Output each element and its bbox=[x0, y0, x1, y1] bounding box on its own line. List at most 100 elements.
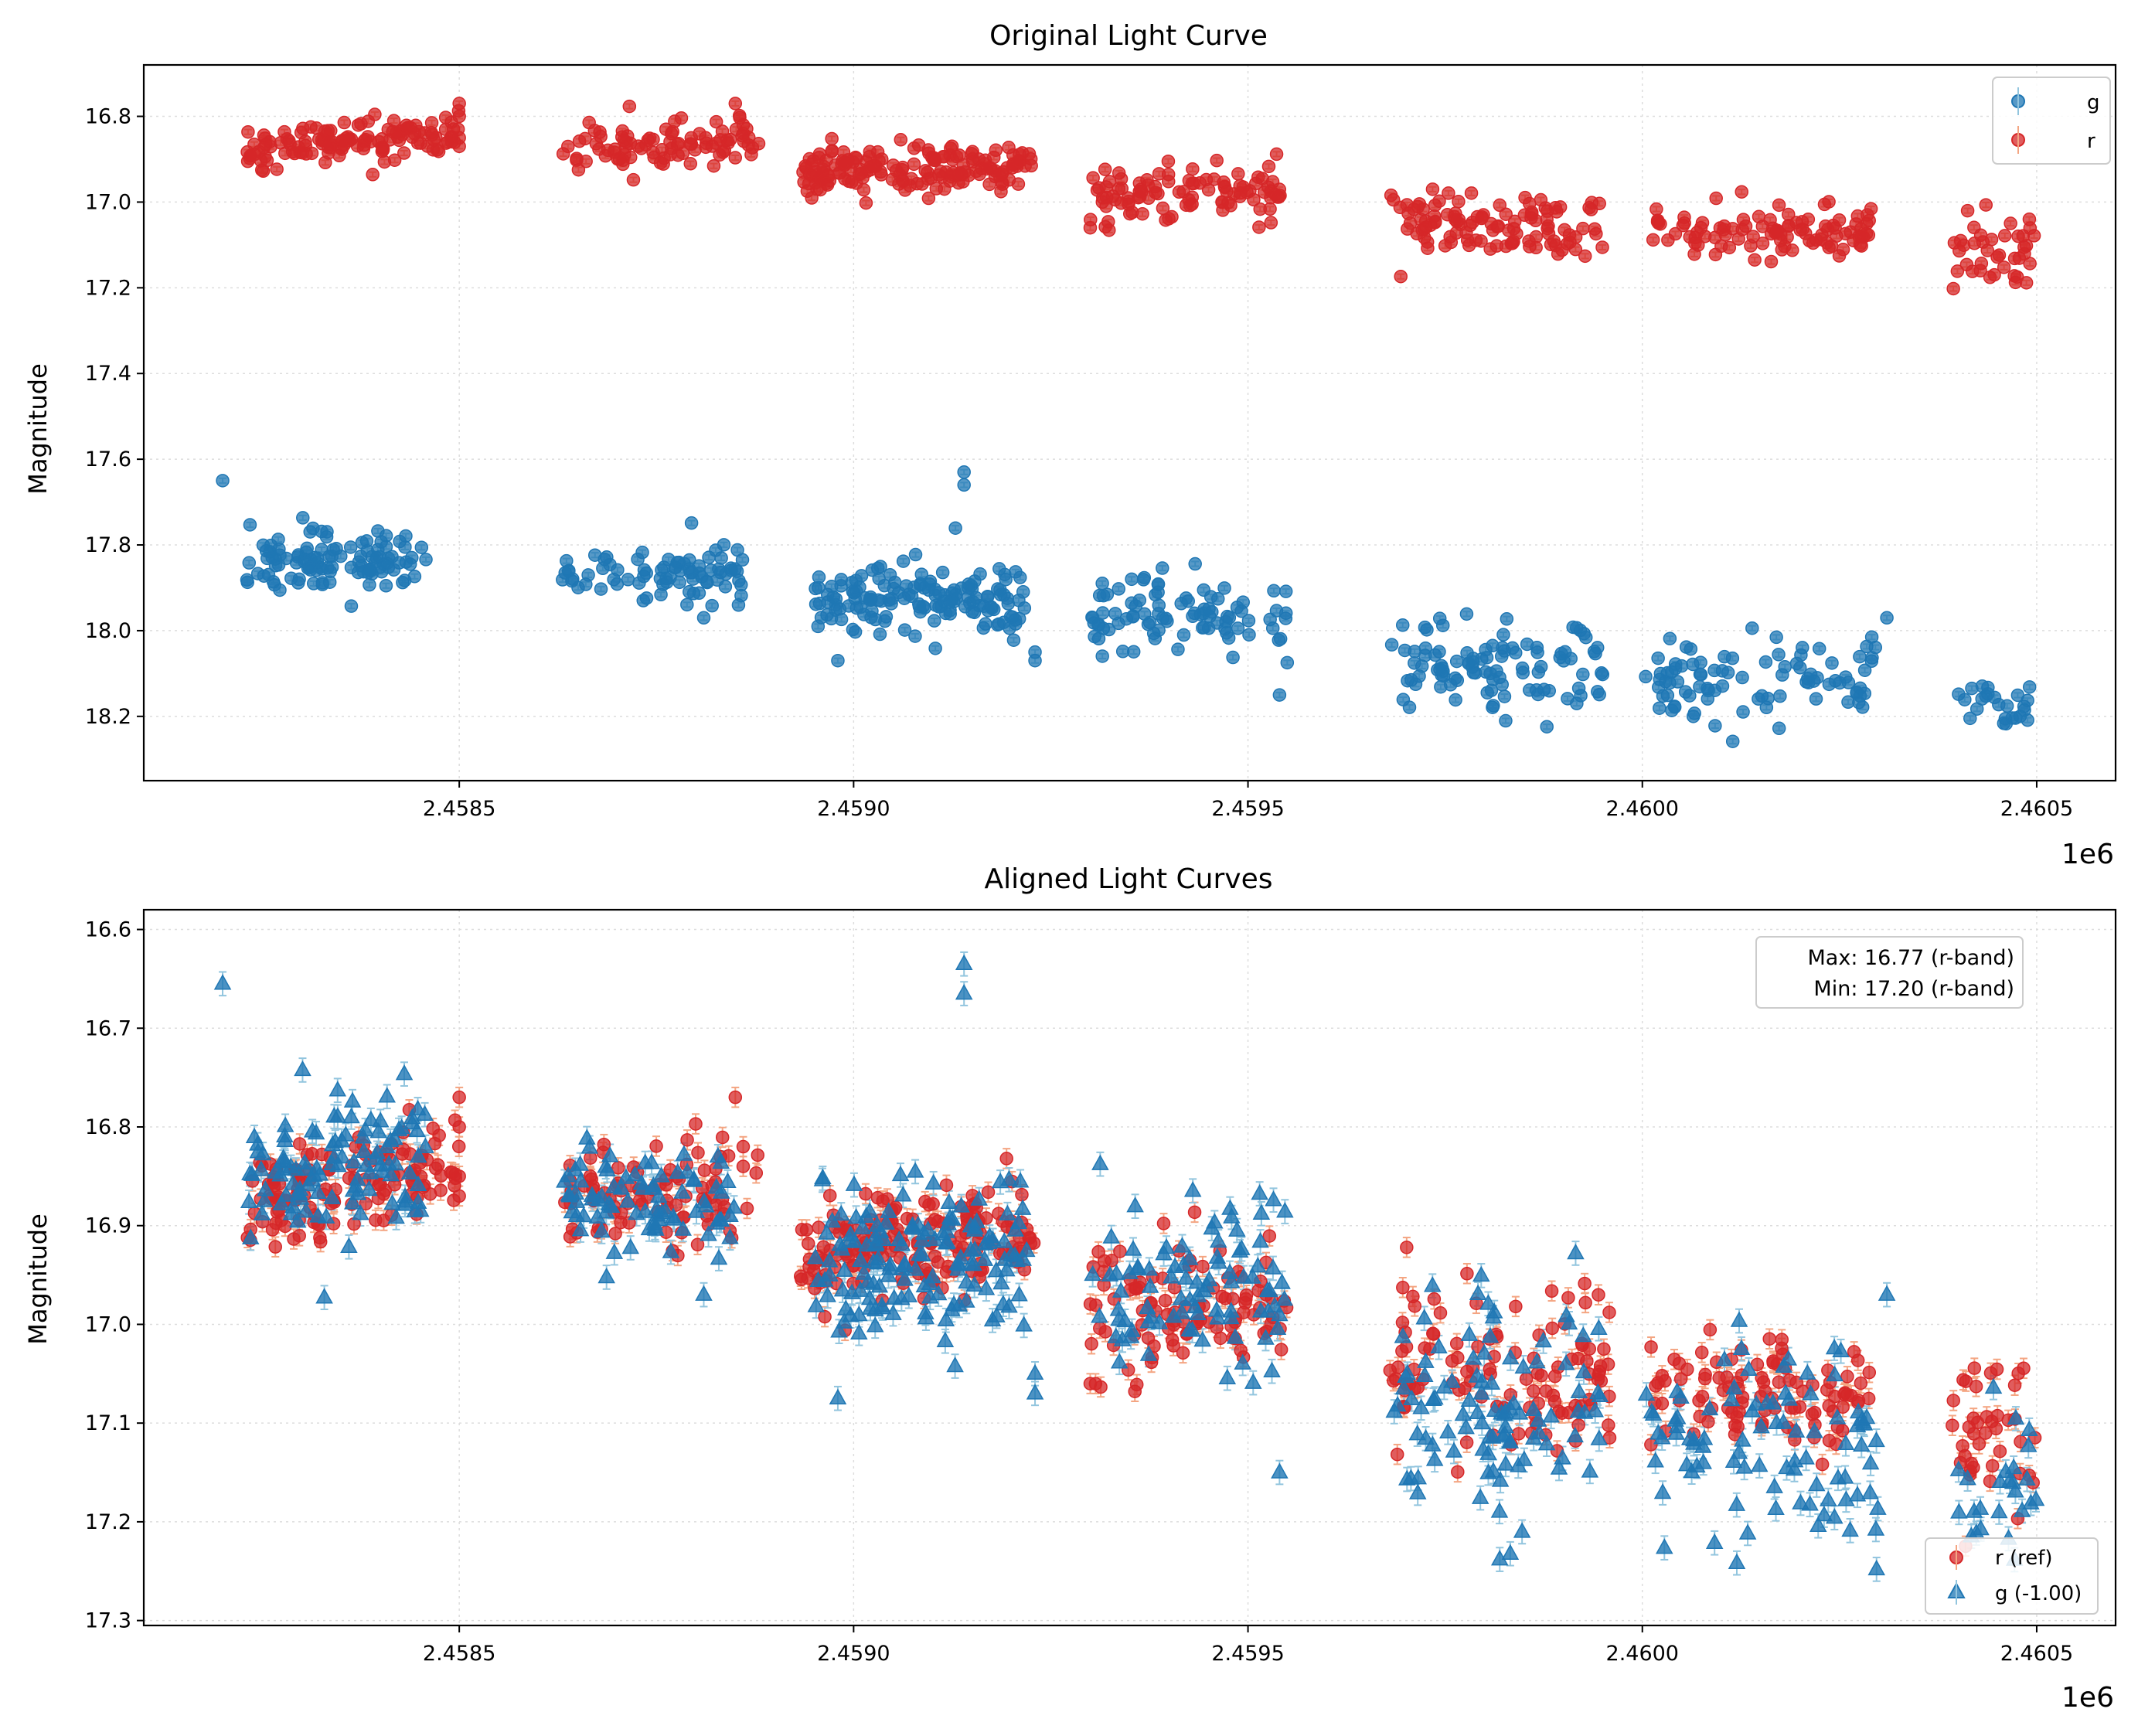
g-point bbox=[957, 478, 971, 492]
g-point bbox=[1725, 734, 1740, 748]
g-point bbox=[1174, 597, 1188, 611]
g-point bbox=[1670, 675, 1685, 689]
g-point bbox=[356, 564, 370, 579]
g-point bbox=[1221, 631, 1236, 645]
g-point bbox=[992, 562, 1006, 576]
g-point bbox=[1211, 592, 1225, 606]
g-point bbox=[306, 577, 321, 591]
r-point bbox=[351, 118, 366, 132]
r-point bbox=[361, 130, 375, 144]
g-point bbox=[1396, 693, 1411, 706]
g-point bbox=[1226, 650, 1240, 665]
r-point bbox=[426, 143, 441, 157]
g-point bbox=[1462, 656, 1476, 671]
g-point bbox=[1693, 667, 1707, 682]
g-point bbox=[812, 596, 827, 611]
g-point bbox=[1530, 640, 1544, 655]
g-point bbox=[680, 597, 694, 612]
g-point bbox=[1812, 642, 1826, 655]
g-point bbox=[1395, 618, 1410, 632]
g-point bbox=[1571, 681, 1586, 696]
g-point bbox=[825, 579, 839, 594]
g-point bbox=[1735, 670, 1749, 685]
g-point bbox=[243, 518, 257, 532]
g-point bbox=[315, 562, 329, 576]
g-point bbox=[673, 563, 687, 577]
g-point bbox=[853, 580, 866, 594]
g-point bbox=[1273, 631, 1288, 646]
g-point bbox=[1693, 679, 1707, 694]
g-point bbox=[992, 617, 1006, 631]
g-point bbox=[373, 560, 387, 574]
g-point bbox=[363, 577, 376, 592]
g-point bbox=[396, 575, 410, 590]
g-point bbox=[1242, 628, 1256, 642]
g-point bbox=[1126, 609, 1140, 623]
g-point bbox=[1553, 650, 1568, 665]
g-point bbox=[1125, 572, 1139, 587]
g-point bbox=[1176, 628, 1191, 642]
g-point bbox=[639, 566, 653, 580]
g-point bbox=[1963, 711, 1977, 726]
r-point bbox=[368, 107, 382, 121]
g-point bbox=[1825, 656, 1839, 670]
g-point bbox=[1188, 557, 1202, 571]
g-point bbox=[809, 581, 822, 596]
g-point bbox=[948, 521, 962, 535]
g-point bbox=[1016, 584, 1030, 599]
g-point bbox=[980, 590, 995, 604]
g-point bbox=[1516, 665, 1530, 680]
g-point bbox=[1028, 653, 1042, 668]
g-point bbox=[993, 587, 1008, 602]
r-point bbox=[256, 164, 271, 179]
g-point bbox=[1778, 659, 1792, 674]
g-point bbox=[1707, 683, 1722, 697]
g-point bbox=[1171, 642, 1185, 656]
g-point bbox=[1718, 649, 1731, 664]
g-point bbox=[1981, 680, 1995, 695]
r-point bbox=[400, 118, 414, 132]
g-point bbox=[662, 553, 676, 567]
g-point bbox=[696, 611, 711, 625]
g-point bbox=[405, 550, 419, 565]
g-point bbox=[912, 597, 926, 611]
g-point bbox=[596, 561, 610, 576]
g-point bbox=[1736, 705, 1750, 719]
g-point bbox=[947, 594, 961, 609]
g-point bbox=[1449, 654, 1464, 669]
g-point bbox=[1500, 612, 1514, 626]
g-point bbox=[1668, 657, 1683, 671]
g-point bbox=[705, 598, 719, 613]
g-point bbox=[897, 623, 912, 637]
g-point bbox=[1278, 584, 1293, 598]
g-point bbox=[1828, 673, 1843, 688]
g-point bbox=[632, 576, 646, 590]
g-point bbox=[812, 570, 826, 584]
r-point bbox=[350, 138, 365, 153]
g-point bbox=[891, 585, 906, 600]
g-point bbox=[1384, 638, 1399, 652]
g-point bbox=[216, 474, 230, 488]
g-point bbox=[1576, 667, 1590, 682]
g-point bbox=[1686, 710, 1701, 723]
g-point bbox=[587, 548, 602, 562]
r-point bbox=[318, 155, 332, 170]
g-point bbox=[928, 642, 942, 655]
g-point bbox=[1803, 667, 1818, 682]
g-point bbox=[730, 543, 744, 557]
g-point bbox=[1794, 648, 1808, 662]
g-point bbox=[264, 538, 278, 553]
g-point bbox=[1809, 692, 1823, 706]
g-point bbox=[871, 561, 885, 575]
g-point bbox=[1220, 609, 1234, 624]
g-point bbox=[723, 561, 738, 575]
g-point bbox=[291, 550, 305, 564]
g-point bbox=[1855, 700, 1870, 714]
g-point bbox=[908, 547, 923, 562]
g-point bbox=[947, 583, 962, 597]
g-point bbox=[1745, 621, 1759, 635]
g-point bbox=[831, 653, 845, 668]
g-point bbox=[1141, 617, 1156, 631]
g-point bbox=[976, 621, 991, 635]
r-point bbox=[270, 162, 284, 176]
